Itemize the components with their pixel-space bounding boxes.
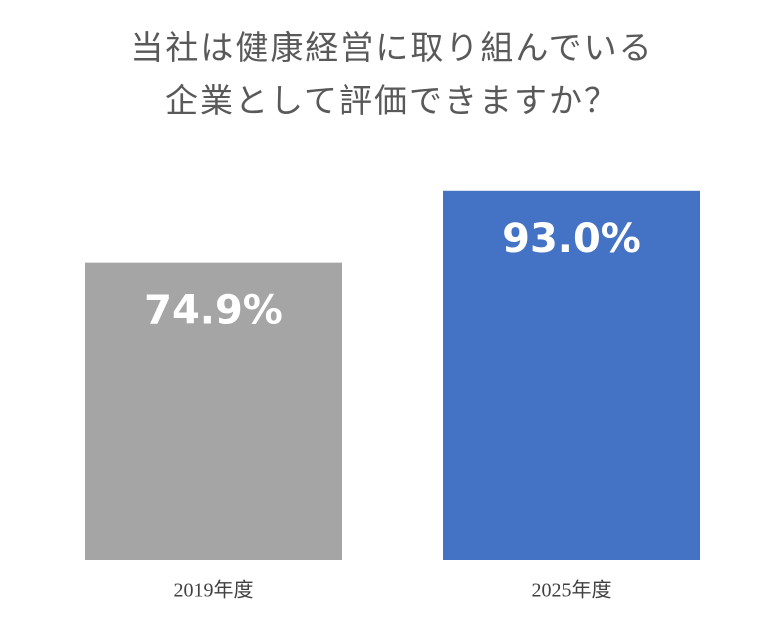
value-label: 93.0% (502, 216, 641, 262)
value-label: 74.9% (144, 288, 283, 334)
bar (443, 190, 700, 561)
x-tick-label: 2025年度 (532, 579, 612, 602)
bar (85, 262, 342, 560)
chart-title: 当社は健康経営に取り組んでいる (130, 28, 653, 67)
chart-title: 企業として評価できますか？ (165, 81, 619, 120)
x-tick-label: 2019年度 (174, 579, 254, 602)
